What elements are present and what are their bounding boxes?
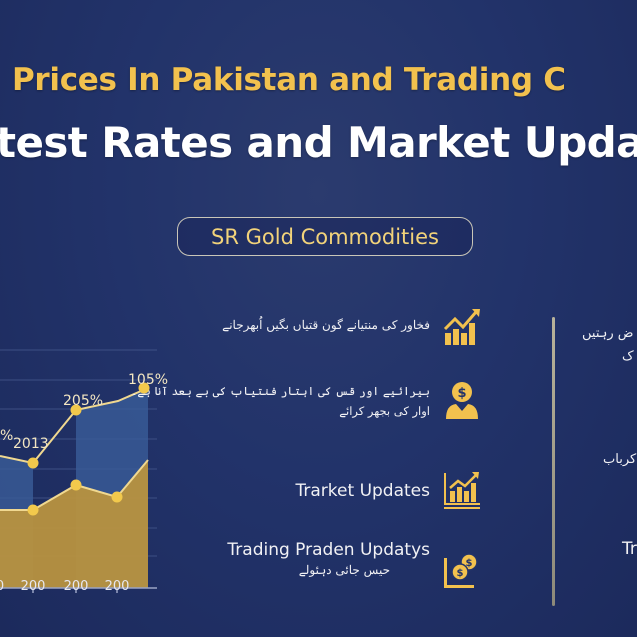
brand-badge: SR Gold Commodities	[177, 217, 473, 256]
feature-title: Trading Praden Updatys	[227, 540, 430, 560]
feature-text: فخاور کی منتیانے گون قتیاں بگیں اُبھرجان…	[222, 318, 430, 332]
x-tick-label: 200	[20, 579, 46, 594]
right-text: Tr	[622, 539, 637, 559]
x-tick-label: 0	[0, 579, 4, 594]
feature-text: حیس جائی دہئولے	[298, 563, 390, 577]
right-text: کرباب	[603, 452, 637, 467]
right-text: ض رہتیں	[582, 326, 634, 341]
chart-up-icon	[443, 309, 480, 345]
point-label: 2013	[13, 436, 49, 452]
point-label: 205%	[63, 393, 104, 409]
x-tick-label: 200	[104, 579, 130, 594]
point-label: %	[0, 428, 14, 444]
column-divider	[552, 317, 555, 606]
dollar-user-icon: $	[446, 382, 478, 419]
feature-item: فخاور کی منتیانے گون قتیاں بگیں اُبھرجان…	[222, 307, 482, 347]
svg-text:$: $	[457, 386, 466, 401]
feature-item: Trading Praden Updatys حیس جائی دہئولے $…	[227, 540, 482, 590]
x-tick-label: 200	[63, 579, 89, 594]
feature-text: بیرائیے اور قس کی اہتار فنتیاب کی بے بعد…	[130, 384, 430, 398]
brand-name: SR Gold Commodities	[211, 224, 439, 249]
feature-text: اوار کی بجھر کرائے	[339, 404, 430, 418]
chart-plot	[0, 349, 157, 593]
feature-title: Trarket Updates	[295, 481, 430, 501]
area-chart: % 2013 205% 105% 0 200 200 200	[0, 330, 170, 610]
title-line-2: test Rates and Market Updat	[0, 118, 637, 167]
feature-item: Trarket Updates	[296, 469, 482, 509]
coins-chart-icon: $ $	[444, 553, 478, 588]
title-line-1: Prices In Pakistan and Trading C	[12, 62, 566, 98]
svg-text:$: $	[466, 558, 473, 569]
bar-chart-icon	[444, 472, 480, 509]
svg-text:$: $	[457, 568, 464, 579]
point-label: 105%	[128, 372, 169, 388]
feature-item: بیرائیے اور قس کی اہتار فنتیاب کی بے بعد…	[131, 381, 482, 421]
right-text: ک	[622, 349, 634, 364]
